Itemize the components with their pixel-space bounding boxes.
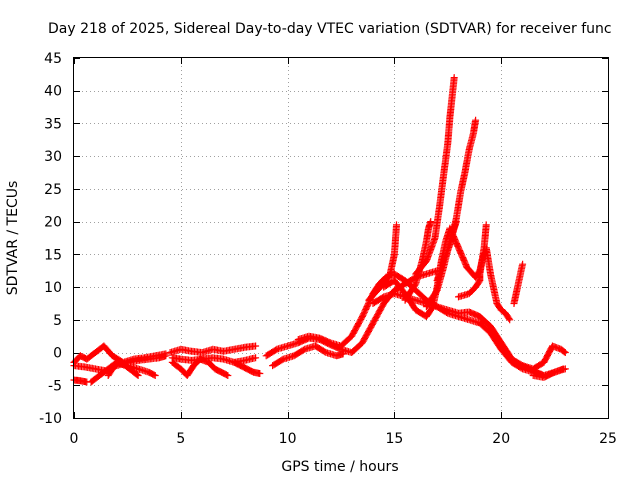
y-tick-label: 20 [44, 215, 62, 231]
x-tick-label: 0 [70, 431, 79, 447]
data-point-markers [412, 74, 458, 278]
series-track-e [104, 358, 159, 379]
y-tick-label: -10 [39, 411, 62, 427]
x-axis-title: GPS time / hours [281, 459, 398, 475]
series-track-s [412, 74, 458, 278]
series-track-v [510, 260, 527, 307]
x-tick-label: 25 [599, 431, 617, 447]
series-track-t [455, 221, 490, 301]
data-point-markers [104, 358, 159, 379]
data-point-markers [230, 358, 264, 377]
data-point-markers [166, 342, 260, 356]
tick-layer: 0 5 10 15 20 25 -10 -5 0 5 10 15 20 25 30 35 40 45 [39, 51, 617, 447]
y-tick-label: 30 [44, 149, 62, 165]
data-point-markers [433, 116, 480, 284]
y-tick-label: 35 [44, 116, 62, 132]
grid-layer [74, 58, 608, 418]
data-point-markers [455, 221, 490, 301]
y-tick-label: -5 [48, 378, 62, 394]
y-tick-label: 45 [44, 51, 62, 67]
y-tick-label: 25 [44, 182, 62, 198]
series-track-w [519, 342, 569, 373]
x-tick-label: 10 [279, 431, 297, 447]
data-point-markers [529, 365, 569, 381]
y-tick-label: 40 [44, 84, 62, 100]
x-tick-label: 5 [176, 431, 185, 447]
y-axis-title: SDTVAR / TECUs [5, 181, 21, 296]
series-track-x [529, 365, 569, 381]
chart-title: Day 218 of 2025, Sidereal Day-to-day VTE… [48, 21, 612, 37]
y-tick-label: 0 [53, 346, 62, 362]
y-tick-label: 10 [44, 280, 62, 296]
series-track-u [482, 244, 514, 324]
series-track-h [168, 355, 232, 379]
data-point-markers [482, 244, 514, 324]
x-tick-label: 15 [385, 431, 403, 447]
data-point-markers [168, 355, 232, 379]
data-point-markers [510, 260, 527, 307]
data-point-markers [269, 342, 347, 370]
series-track-r [433, 116, 480, 284]
plot-border [73, 57, 609, 419]
y-tick-label: 5 [53, 313, 62, 329]
x-tick-label: 20 [492, 431, 510, 447]
series-track-f [166, 342, 260, 356]
series-track-k [269, 342, 347, 370]
data-point-markers [519, 342, 569, 373]
y-tick-label: 15 [44, 247, 62, 263]
series-track-i [230, 358, 264, 377]
